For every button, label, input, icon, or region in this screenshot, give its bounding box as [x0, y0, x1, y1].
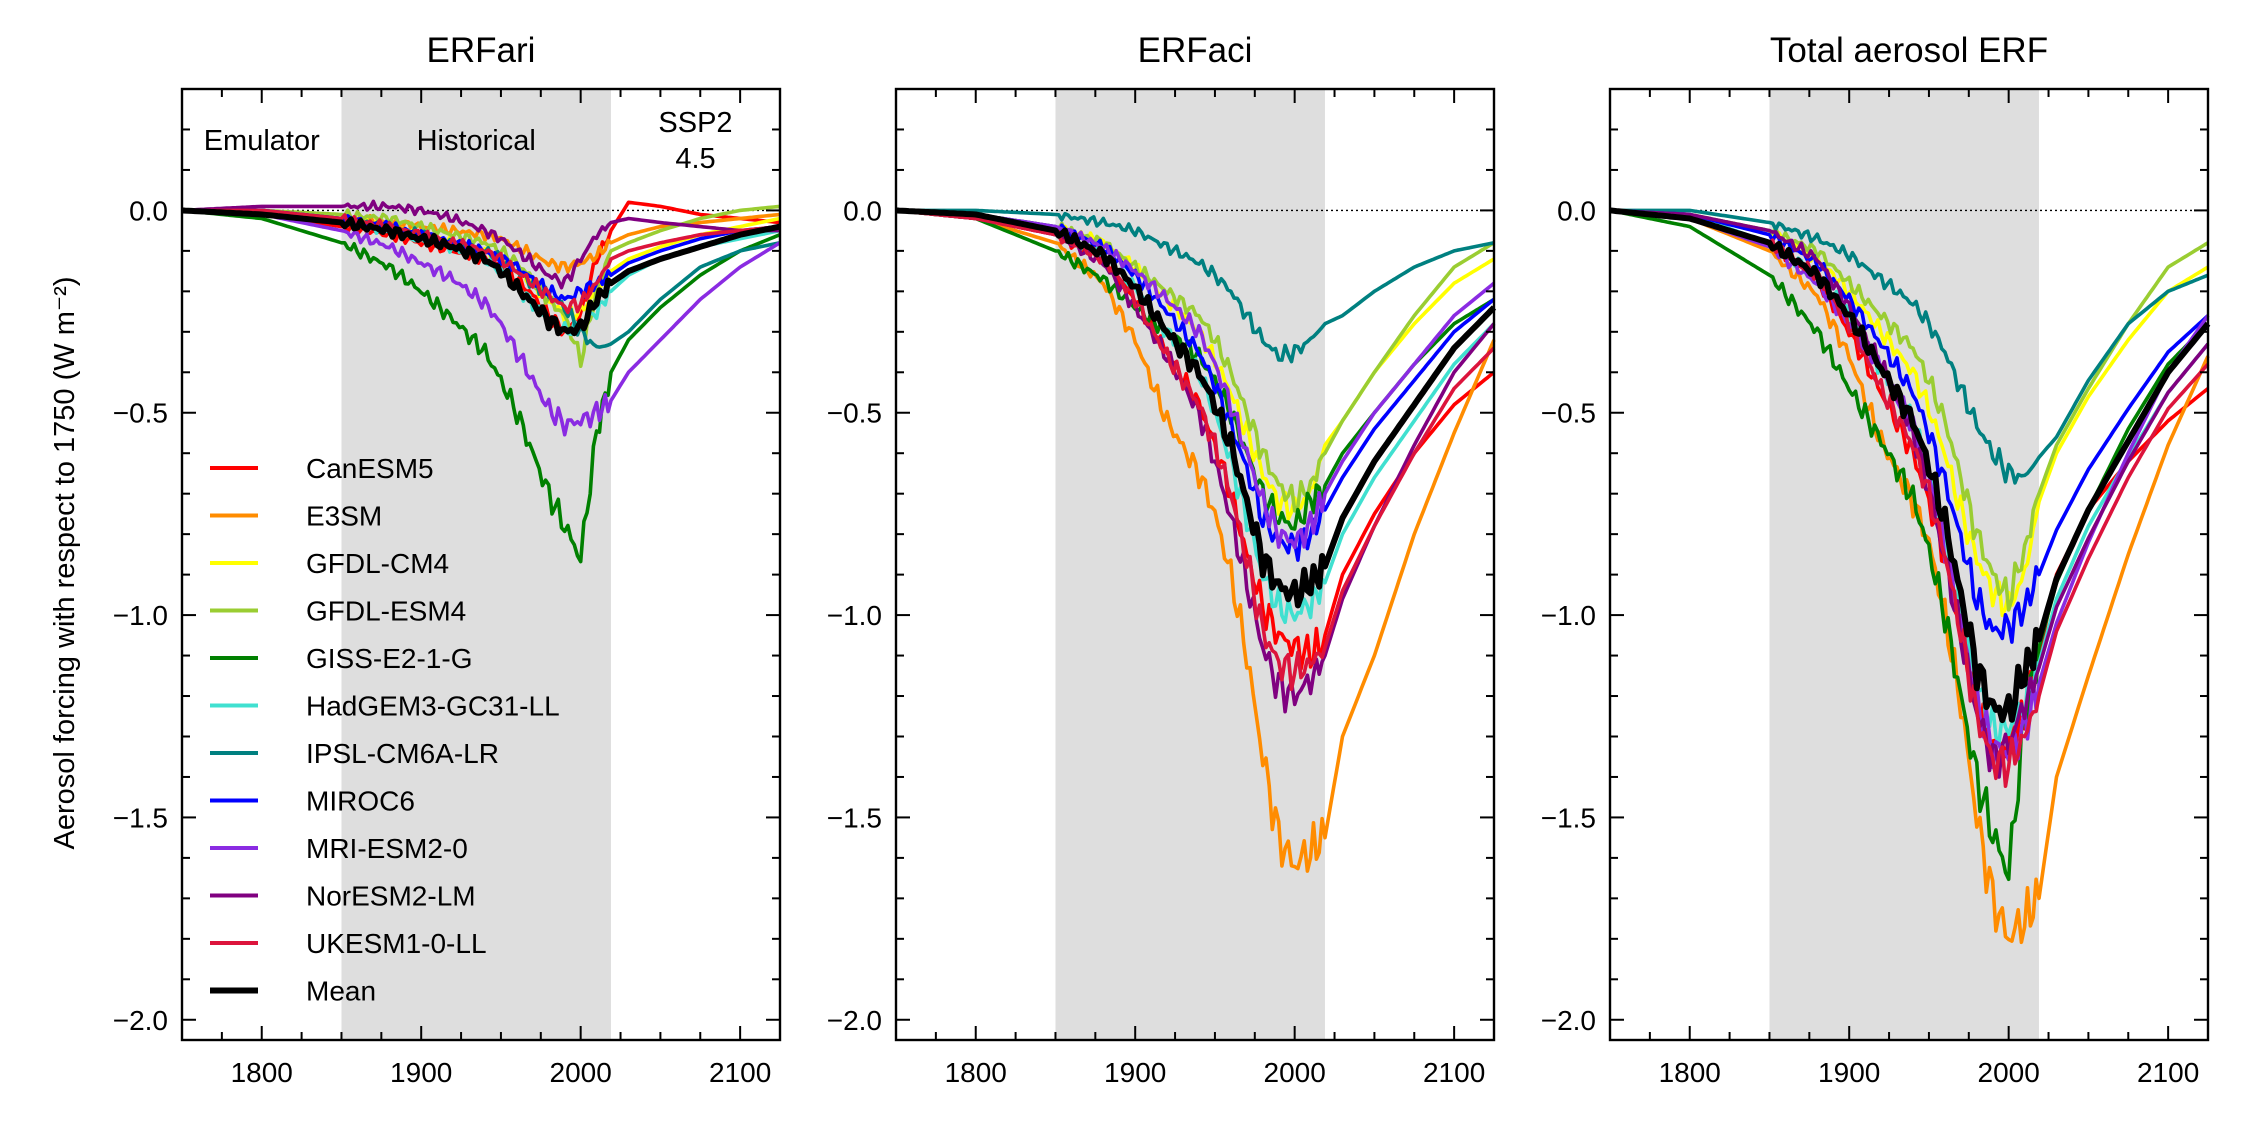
- panels-layer: 1800 1900 2000 2100 0.0 −0.5 −1.0 −1.5 −2.0 ERFar…: [113, 31, 2211, 1088]
- panel-title: ERFari: [427, 31, 536, 70]
- y-tick-label: −1.5: [113, 802, 168, 833]
- series-line-e3sm: [895, 208, 1496, 873]
- series-line-noresm2-lm: [181, 199, 780, 290]
- y-tick-label: −1.0: [1541, 600, 1596, 631]
- region-label-historical: Historical: [417, 125, 536, 157]
- x-tick-label: 2100: [709, 1057, 771, 1088]
- panel-2: 1800 1900 2000 2100 0.0 −0.5 −1.0 −1.5 −2.0 ERFac…: [827, 31, 1497, 1088]
- y-tick-label: 0.0: [129, 195, 168, 226]
- y-tick-label: −1.5: [827, 802, 882, 833]
- series-line-mean: [1609, 207, 2211, 724]
- legend-label-gfdl-cm4: GFDL-CM4: [306, 548, 449, 579]
- y-tick-label: −1.5: [1541, 802, 1596, 833]
- historical-shading: [1055, 89, 1325, 1040]
- series-line-mean: [895, 207, 1497, 609]
- x-tick-label: 1900: [390, 1057, 452, 1088]
- panel-1: 1800 1900 2000 2100 0.0 −0.5 −1.0 −1.5 −2.0 ERFar…: [113, 31, 782, 1088]
- x-tick-label: 2000: [550, 1057, 612, 1088]
- x-tick-label: 1900: [1818, 1057, 1880, 1088]
- legend-label-giss-e2-1-g: GISS-E2-1-G: [306, 643, 472, 674]
- legend-label-canesm5: CanESM5: [306, 453, 434, 484]
- legend-label-ipsl-cm6a-lr: IPSL-CM6A-LR: [306, 738, 499, 769]
- y-tick-label: −2.0: [827, 1005, 882, 1036]
- x-tick-label: 2000: [1978, 1057, 2040, 1088]
- series-line-ukesm1-0-ll: [895, 208, 1496, 692]
- panel-title: ERFaci: [1138, 31, 1253, 70]
- series-line-ukesm1-0-ll: [182, 208, 781, 315]
- region-label-ssp: SSP2: [658, 107, 732, 139]
- legend-label-mean: Mean: [306, 976, 376, 1007]
- legend-label-miroc6: MIROC6: [306, 786, 415, 817]
- region-label-ssp-number: 4.5: [675, 143, 715, 175]
- y-tick-label: −0.5: [827, 398, 882, 429]
- legend-label-ukesm1-0-ll: UKESM1-0-LL: [306, 928, 487, 959]
- legend-label-noresm2-lm: NorESM2-LM: [306, 881, 476, 912]
- x-tick-label: 1800: [1659, 1057, 1721, 1088]
- series-line-giss-e2-1-g: [1609, 208, 2210, 882]
- y-tick-label: −1.0: [113, 600, 168, 631]
- historical-shading: [1769, 89, 2039, 1040]
- y-tick-label: −0.5: [1541, 398, 1596, 429]
- plot-frame: [894, 87, 1496, 1042]
- panel-title: Total aerosol ERF: [1770, 31, 2048, 70]
- y-axis-label: Aerosol forcing with respect to 1750 (W …: [49, 277, 81, 850]
- panel-3: 1800 1900 2000 2100 0.0 −0.5 −1.0 −1.5 −2.0 Total…: [1541, 31, 2211, 1088]
- legend: CanESM5 E3SM GFDL-CM4 GFDL-ESM4 GISS-E2-1-G H…: [210, 453, 560, 1007]
- y-tick-label: 0.0: [1557, 195, 1596, 226]
- series-line-ipsl-cm6a-lr: [896, 208, 1495, 364]
- plot-frame: [1608, 87, 2210, 1042]
- x-tick-label: 2100: [1423, 1057, 1485, 1088]
- legend-label-mri-esm2-0: MRI-ESM2-0: [306, 833, 468, 864]
- series-line-giss-e2-1-g: [181, 208, 781, 564]
- x-tick-label: 1900: [1104, 1057, 1166, 1088]
- legend-label-hadgem3-gc31-ll: HadGEM3-GC31-LL: [306, 691, 560, 722]
- legend-label-gfdl-esm4: GFDL-ESM4: [306, 596, 466, 627]
- x-tick-label: 2100: [2137, 1057, 2199, 1088]
- y-tick-label: 0.0: [843, 195, 882, 226]
- series-line-mean: [181, 207, 781, 337]
- plot-frame: [180, 87, 782, 1042]
- x-tick-label: 1800: [231, 1057, 293, 1088]
- y-tick-label: −1.0: [827, 600, 882, 631]
- x-tick-label: 2000: [1264, 1057, 1326, 1088]
- region-label-emulator: Emulator: [204, 125, 320, 157]
- y-tick-label: −0.5: [113, 398, 168, 429]
- x-tick-label: 1800: [945, 1057, 1007, 1088]
- series-line-ipsl-cm6a-lr: [1610, 208, 2209, 485]
- legend-label-e3sm: E3SM: [306, 501, 382, 532]
- y-tick-label: −2.0: [1541, 1005, 1596, 1036]
- y-tick-label: −2.0: [113, 1005, 168, 1036]
